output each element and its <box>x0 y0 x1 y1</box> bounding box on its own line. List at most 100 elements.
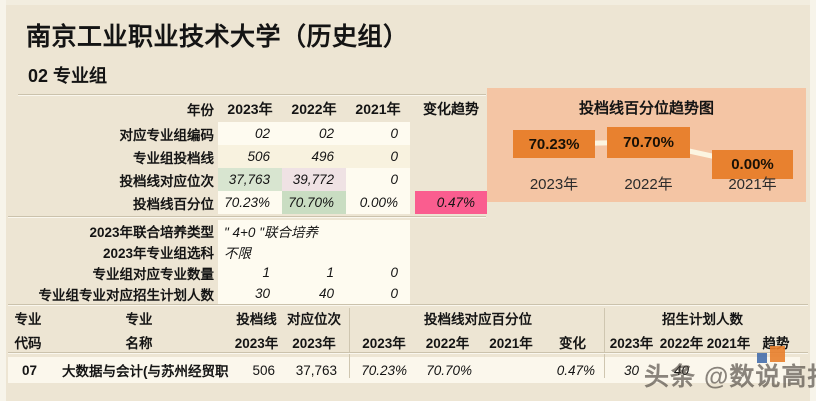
chart-title: 投档线百分位趋势图 <box>578 100 714 117</box>
vertical-divider <box>349 308 350 378</box>
year-2022-header: 2022年 <box>291 101 337 117</box>
trend-cell <box>415 168 487 191</box>
separator-under-majors-header <box>8 352 808 354</box>
x-tick-2022: 2022年 <box>624 176 673 193</box>
data-label-2021: 0.00% <box>712 150 793 179</box>
row-label: 2023年专业组选科 <box>102 245 214 261</box>
value-cell: 1 <box>282 262 346 283</box>
rank-header-top: 对应位次 <box>287 312 341 327</box>
plan-group-header: 招生计划人数 <box>662 312 743 327</box>
value-cell-highlight-green: 37,763 <box>218 168 282 191</box>
trend-cell <box>415 145 487 168</box>
trend-cell <box>415 283 487 304</box>
value-cell: 0 <box>346 168 410 191</box>
separator-above-majors <box>8 304 808 306</box>
major-name: 大数据与会计(与苏州经贸职 <box>48 357 230 383</box>
x-tick-2021: 2021年 <box>728 176 777 193</box>
separator-under-subtitle <box>18 94 486 96</box>
pct-2022-header: 2022年 <box>425 335 470 351</box>
major-plan-2023: 30 <box>605 357 658 383</box>
trend-cell <box>415 122 487 145</box>
value-cell: 506 <box>218 145 282 168</box>
value-cell: 02 <box>282 122 346 145</box>
major-plan-2022: 40 <box>658 357 705 383</box>
trend-cell <box>415 262 487 283</box>
vertical-divider <box>604 308 605 378</box>
code-header: 代码 <box>14 335 42 351</box>
major-pct-change-highlight: 0.47% <box>542 357 603 383</box>
value-cell: 40 <box>282 283 346 304</box>
top-edge-strip <box>0 0 816 5</box>
value-cell: 0 <box>346 262 410 283</box>
row-label: 投档线对应位次 <box>119 173 215 189</box>
plan-2021-header: 2021年 <box>706 335 751 351</box>
code-header-top: 专业 <box>14 312 42 327</box>
row-label: 2023年联合培养类型 <box>89 224 214 240</box>
plan-2023-header: 2023年 <box>609 335 654 351</box>
value-cell-highlight-pinkgrey: 39,772 <box>282 168 346 191</box>
pct-change-header: 变化 <box>559 335 586 351</box>
right-edge-strip <box>810 0 816 401</box>
summary-header-row: 年份 2023年 2022年 2021年 变化趋势 <box>8 96 487 122</box>
majors-column-header-row: 代码 名称 2023年 2023年 2023年 2022年 2021年 变化 2… <box>8 330 808 353</box>
plan-2022-header: 2022年 <box>659 335 704 351</box>
summary-row-rank: 投档线对应位次 37,763 39,772 0 <box>8 168 487 191</box>
line-header-top: 投档线 <box>236 312 277 327</box>
major-plan-2021 <box>705 357 752 383</box>
summary-row-major-count: 专业组对应专业数量 1 1 0 <box>8 262 487 283</box>
value-cell: 0 <box>346 283 410 304</box>
trend-cell-highlight-pink: 0.47% <box>415 191 487 214</box>
year-header-label: 年份 <box>187 103 214 118</box>
value-cell: 02 <box>218 122 282 145</box>
summary-table-extra: 2023年联合培养类型 " 4+0 "联合培养 2023年专业组选科 不限 专业… <box>8 220 487 304</box>
value-cell: 0 <box>346 145 410 168</box>
x-tick-2023: 2023年 <box>529 176 579 193</box>
value-cell: 496 <box>282 145 346 168</box>
major-code: 07 <box>8 357 48 383</box>
left-edge-strip <box>0 0 6 401</box>
value-cell: 70.23% <box>218 191 282 214</box>
major-pct-2022: 70.70% <box>415 357 480 383</box>
row-label: 专业组对应专业数量 <box>92 266 215 282</box>
year-2023-header: 2023年 <box>227 101 273 117</box>
summary-row-group-line: 专业组投档线 506 496 0 <box>8 145 487 168</box>
data-label-2023: 70.23% <box>513 130 595 158</box>
span-value-cell: 不限 <box>218 241 410 262</box>
span-value-cell: " 4+0 "联合培养 <box>218 220 410 241</box>
pct-2021-header: 2021年 <box>489 335 533 351</box>
major-pct-2021 <box>480 357 542 383</box>
summary-row-joint-type: 2023年联合培养类型 " 4+0 "联合培养 <box>8 220 487 241</box>
majors-table: 专业 专业 投档线 对应位次 投档线对应百分位 招生计划人数 代码 名称 202… <box>8 306 808 383</box>
summary-row-group-code: 对应专业组编码 02 02 0 <box>8 122 487 145</box>
name-header-top: 专业 <box>125 312 153 327</box>
summary-table: 年份 2023年 2022年 2021年 变化趋势 对应专业组编码 02 02 … <box>8 96 487 214</box>
row-label: 对应专业组编码 <box>119 127 215 143</box>
summary-row-plan-count: 专业组专业对应招生计划人数 30 40 0 <box>8 283 487 304</box>
row-label: 专业组专业对应招生计划人数 <box>38 287 215 303</box>
separator-mid-summary <box>8 216 486 218</box>
data-label-2022: 70.70% <box>607 127 690 158</box>
year-2021-header: 2021年 <box>355 101 401 117</box>
value-cell-highlight-green: 70.70% <box>282 191 346 214</box>
value-cell: 30 <box>218 283 282 304</box>
value-cell: 1 <box>218 262 282 283</box>
value-cell: 0.00% <box>346 191 410 214</box>
name-header: 名称 <box>125 335 153 351</box>
row-label: 专业组投档线 <box>133 150 214 166</box>
watermark-text: 头条 @数说高报 <box>644 363 816 391</box>
summary-row-percentile: 投档线百分位 70.23% 70.70% 0.00% 0.47% <box>8 191 487 214</box>
watermark-blue-square-icon <box>757 353 767 363</box>
percentile-group-header: 投档线对应百分位 <box>424 312 532 327</box>
group-subtitle: 02 专业组 <box>28 66 108 86</box>
major-row: 07 大数据与会计(与苏州经贸职 506 37,763 70.23% 70.70… <box>8 357 808 383</box>
percentile-trend-chart: 投档线百分位趋势图 70.23% 70.70% 0.00% 2023年 2022… <box>487 88 806 202</box>
majors-group-header-row: 专业 专业 投档线 对应位次 投档线对应百分位 招生计划人数 <box>8 306 808 330</box>
row-label: 投档线百分位 <box>133 196 214 212</box>
trend-header: 变化趋势 <box>423 101 479 117</box>
rank-year-header: 2023年 <box>292 335 336 351</box>
major-line: 506 <box>230 357 283 383</box>
pct-2023-header: 2023年 <box>362 335 406 351</box>
value-cell: 0 <box>346 122 410 145</box>
page-title: 南京工业职业技术大学（历史组） <box>26 23 409 51</box>
major-pct-2023: 70.23% <box>353 357 415 383</box>
